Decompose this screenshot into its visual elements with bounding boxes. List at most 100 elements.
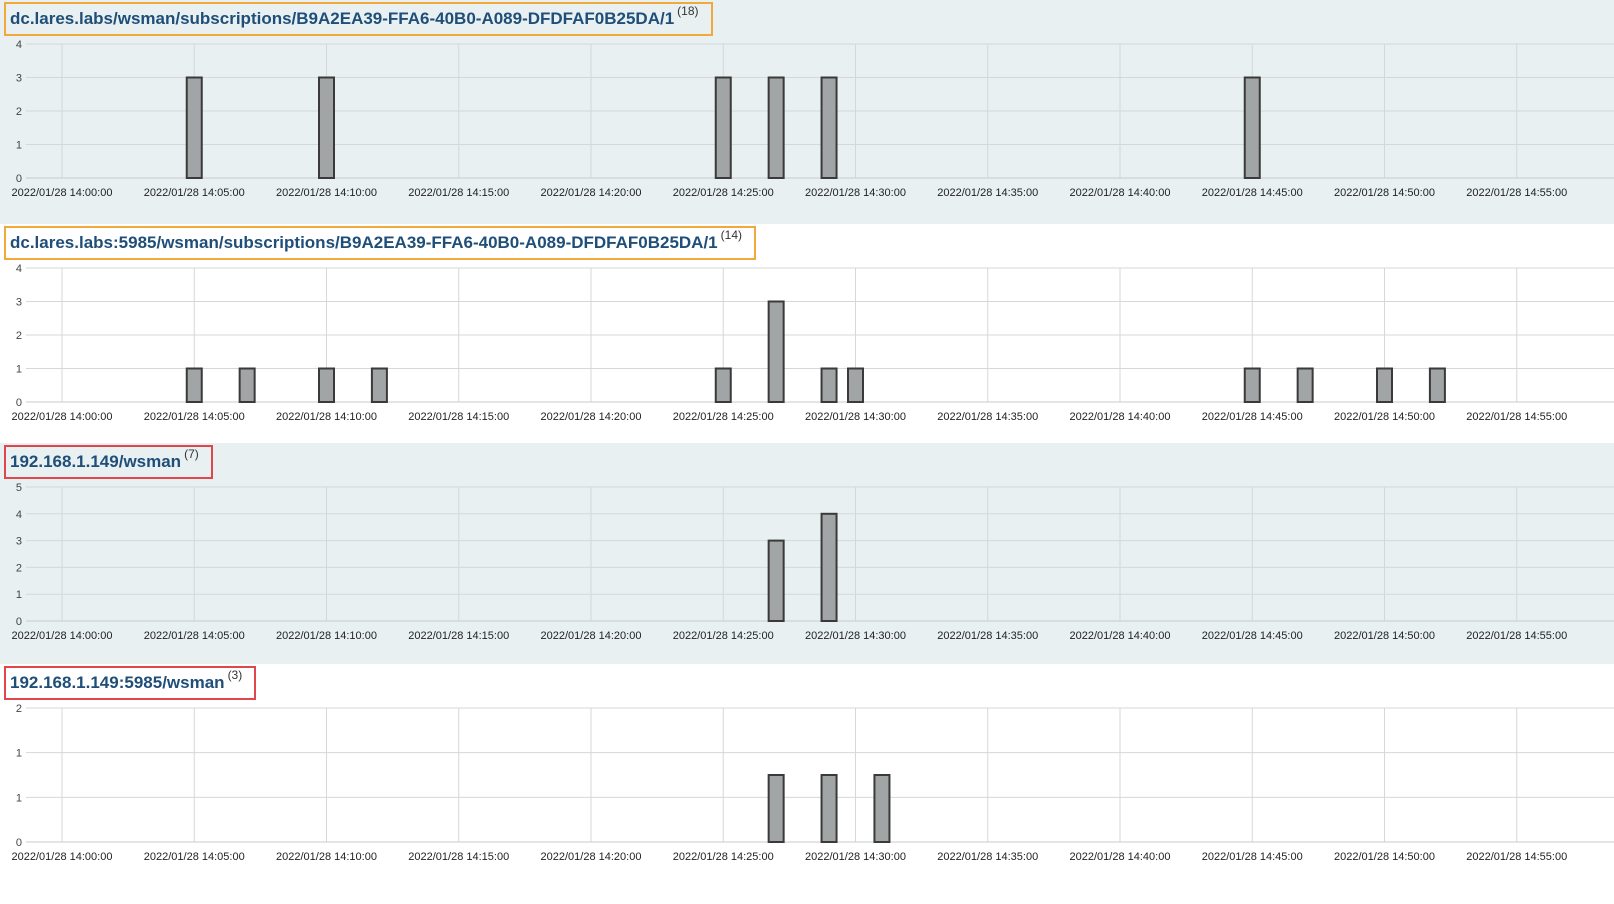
bar[interactable] — [767, 76, 785, 179]
bar[interactable] — [714, 76, 732, 179]
x-tick-label: 2022/01/28 14:20:00 — [541, 411, 642, 423]
x-tick-label: 2022/01/28 14:50:00 — [1334, 630, 1435, 642]
x-tick-label: 2022/01/28 14:25:00 — [673, 411, 774, 423]
y-tick-label: 1 — [16, 589, 22, 601]
x-tick-label: 2022/01/28 14:40:00 — [1070, 630, 1171, 642]
x-tick-label: 2022/01/28 14:00:00 — [12, 187, 113, 199]
bar[interactable] — [873, 774, 891, 843]
x-tick-label: 2022/01/28 14:35:00 — [937, 630, 1038, 642]
chart-title-box: dc.lares.labs:5985/wsman/subscriptions/B… — [4, 226, 756, 260]
y-tick-label: 2 — [16, 703, 22, 715]
x-tick-label: 2022/01/28 14:15:00 — [408, 630, 509, 642]
x-tick-label: 2022/01/28 14:20:00 — [541, 630, 642, 642]
x-tick-label: 2022/01/28 14:35:00 — [937, 187, 1038, 199]
chart-title-link[interactable]: 192.168.1.149/wsman — [10, 452, 182, 471]
x-tick-label: 2022/01/28 14:25:00 — [673, 187, 774, 199]
bar-chart: 0 1 2 3 4 2022/01/28 14:00:00 2022/01/28 14:05… — [12, 39, 1614, 199]
x-tick-label: 2022/01/28 14:25:00 — [673, 851, 774, 863]
bar[interactable] — [847, 367, 864, 403]
event-count: (3) — [227, 668, 243, 682]
x-tick-label: 2022/01/28 14:10:00 — [276, 411, 377, 423]
chart-title-link[interactable]: dc.lares.labs:5985/wsman/subscriptions/B… — [10, 233, 718, 252]
x-tick-label: 2022/01/28 14:05:00 — [144, 411, 245, 423]
x-tick-label: 2022/01/28 14:00:00 — [12, 630, 113, 642]
bar[interactable] — [820, 76, 838, 179]
y-tick-label: 1 — [16, 748, 22, 760]
event-count: (18) — [677, 4, 699, 18]
x-tick-label: 2022/01/28 14:00:00 — [12, 411, 113, 423]
bar[interactable] — [1376, 367, 1393, 403]
y-tick-label: 0 — [16, 173, 22, 185]
y-tick-label: 3 — [16, 536, 22, 548]
x-tick-label: 2022/01/28 14:35:00 — [937, 851, 1038, 863]
bar[interactable] — [1243, 367, 1261, 403]
x-tick-label: 2022/01/28 14:15:00 — [408, 411, 509, 423]
x-tick-label: 2022/01/28 14:15:00 — [408, 187, 509, 199]
x-tick-label: 2022/01/28 14:30:00 — [805, 411, 906, 423]
bar[interactable] — [1428, 367, 1446, 403]
chart-title-box: dc.lares.labs/wsman/subscriptions/B9A2EA… — [4, 2, 713, 36]
y-tick-label: 2 — [16, 330, 22, 342]
bar[interactable] — [820, 367, 838, 403]
x-tick-label: 2022/01/28 14:55:00 — [1466, 630, 1567, 642]
x-tick-label: 2022/01/28 14:20:00 — [541, 187, 642, 199]
bar[interactable] — [714, 367, 732, 403]
bar[interactable] — [820, 512, 838, 622]
y-tick-label: 0 — [16, 837, 22, 849]
x-tick-label: 2022/01/28 14:35:00 — [937, 411, 1038, 423]
bar[interactable] — [318, 76, 335, 179]
chart-title-link[interactable]: dc.lares.labs/wsman/subscriptions/B9A2EA… — [10, 9, 675, 28]
y-tick-label: 5 — [16, 482, 22, 494]
y-tick-label: 3 — [16, 73, 22, 85]
x-tick-label: 2022/01/28 14:45:00 — [1202, 630, 1303, 642]
x-tick-label: 2022/01/28 14:25:00 — [673, 630, 774, 642]
bar-chart: 0 1 2 3 4 2022/01/28 14:00:00 2022/01/28 14:05… — [12, 263, 1614, 423]
chart-title-link[interactable]: 192.168.1.149:5985/wsman — [10, 673, 225, 692]
bar[interactable] — [820, 774, 838, 843]
x-tick-label: 2022/01/28 14:05:00 — [144, 851, 245, 863]
x-tick-label: 2022/01/28 14:10:00 — [276, 187, 377, 199]
x-tick-label: 2022/01/28 14:10:00 — [276, 630, 377, 642]
bar[interactable] — [238, 367, 256, 403]
chart-panel: 0 1 1 2 2022/01/28 14:00:00 2022/01/28 14:05:… — [0, 664, 1614, 890]
bar[interactable] — [185, 76, 203, 179]
x-tick-label: 2022/01/28 14:40:00 — [1070, 411, 1171, 423]
x-tick-label: 2022/01/28 14:50:00 — [1334, 187, 1435, 199]
x-tick-label: 2022/01/28 14:05:00 — [144, 630, 245, 642]
x-tick-label: 2022/01/28 14:40:00 — [1070, 851, 1171, 863]
y-tick-label: 2 — [16, 106, 22, 118]
x-tick-label: 2022/01/28 14:10:00 — [276, 851, 377, 863]
bar[interactable] — [318, 367, 335, 403]
x-tick-label: 2022/01/28 14:55:00 — [1466, 851, 1567, 863]
chart-panel: 0 1 2 3 4 2022/01/28 14:00:00 2022/01/28 14:05… — [0, 224, 1614, 450]
bar[interactable] — [1243, 76, 1261, 179]
event-count: (7) — [184, 447, 199, 461]
x-tick-label: 2022/01/28 14:45:00 — [1202, 851, 1303, 863]
y-tick-label: 4 — [16, 509, 22, 521]
chart-title-box: 192.168.1.149/wsman (7) — [4, 445, 213, 479]
y-tick-label: 2 — [16, 562, 22, 574]
bar-chart: 0 1 1 2 2022/01/28 14:00:00 2022/01/28 14:05:… — [12, 703, 1614, 863]
bar[interactable] — [1296, 367, 1314, 403]
bar[interactable] — [767, 539, 785, 622]
chart-panel: 0 1 2 3 4 5 2022/01/28 14:00:00 2022/01/28 14:0… — [0, 443, 1614, 669]
x-tick-label: 2022/01/28 14:45:00 — [1202, 187, 1303, 199]
bar[interactable] — [185, 367, 203, 403]
bar[interactable] — [767, 300, 785, 403]
x-tick-label: 2022/01/28 14:20:00 — [541, 851, 642, 863]
event-count: (14) — [720, 228, 742, 242]
x-tick-label: 2022/01/28 14:40:00 — [1070, 187, 1171, 199]
bar[interactable] — [767, 774, 785, 843]
bar[interactable] — [370, 367, 388, 403]
y-tick-label: 0 — [16, 616, 22, 628]
y-tick-label: 1 — [16, 140, 22, 152]
x-tick-label: 2022/01/28 14:05:00 — [144, 187, 245, 199]
x-tick-label: 2022/01/28 14:55:00 — [1466, 187, 1567, 199]
x-tick-label: 2022/01/28 14:00:00 — [12, 851, 113, 863]
x-tick-label: 2022/01/28 14:30:00 — [805, 187, 906, 199]
y-tick-label: 4 — [16, 39, 22, 51]
y-tick-label: 1 — [16, 364, 22, 376]
x-tick-label: 2022/01/28 14:30:00 — [805, 630, 906, 642]
y-tick-label: 1 — [16, 792, 22, 804]
y-tick-label: 4 — [16, 263, 22, 275]
